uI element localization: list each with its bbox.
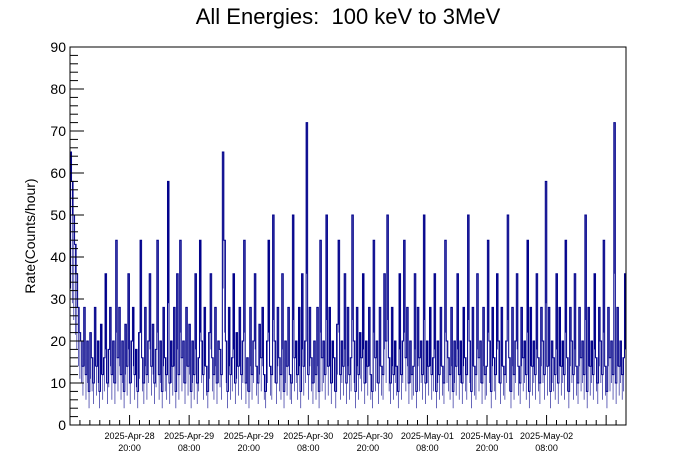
y-tick-label: 50 bbox=[50, 207, 66, 223]
x-tick-label-time: 20:00 bbox=[118, 443, 141, 453]
y-tick-label: 80 bbox=[50, 81, 66, 97]
y-tick-label: 10 bbox=[50, 375, 66, 391]
x-tick-label-time: 20:00 bbox=[357, 443, 380, 453]
x-tick-label-time: 08:00 bbox=[297, 443, 320, 453]
series-layer bbox=[70, 122, 626, 409]
x-tick-label-time: 20:00 bbox=[237, 443, 260, 453]
x-tick-label-time: 20:00 bbox=[476, 443, 499, 453]
y-tick-label: 0 bbox=[58, 417, 66, 433]
x-tick-label-date: 2025-Apr-30 bbox=[283, 431, 333, 441]
x-axis: 2025-Apr-28 20:00 2025-Apr-29 08:00 2025-Apr… bbox=[69, 415, 627, 453]
y-axis-label: Rate(Counts/hour) bbox=[22, 178, 38, 293]
y-tick-label: 70 bbox=[50, 123, 66, 139]
y-tick-label: 60 bbox=[50, 165, 66, 181]
x-tick-label-date: 2025-Apr-28 bbox=[105, 431, 155, 441]
x-tick-label-date: 2025-Apr-29 bbox=[224, 431, 274, 441]
x-tick-label-date: 2025-May-01 bbox=[401, 431, 454, 441]
chart-title: All Energies: 100 keV to 3MeV bbox=[195, 4, 501, 29]
x-tick-label-date: 2025-May-02 bbox=[520, 431, 573, 441]
x-tick-label-date: 2025-May-01 bbox=[460, 431, 513, 441]
x-tick-label-date: 2025-Apr-29 bbox=[164, 431, 214, 441]
x-tick-label-time: 08:00 bbox=[416, 443, 439, 453]
x-tick-label-time: 08:00 bbox=[178, 443, 201, 453]
y-tick-label: 90 bbox=[50, 39, 66, 55]
y-tick-label: 20 bbox=[50, 333, 66, 349]
x-tick-label-date: 2025-Apr-30 bbox=[343, 431, 393, 441]
y-tick-label: 40 bbox=[50, 249, 66, 265]
y-axis: 0 10 20 30 40 50 60 70 80 90 bbox=[50, 39, 84, 433]
y-tick-label: 30 bbox=[50, 291, 66, 307]
x-tick-label-time: 08:00 bbox=[535, 443, 558, 453]
